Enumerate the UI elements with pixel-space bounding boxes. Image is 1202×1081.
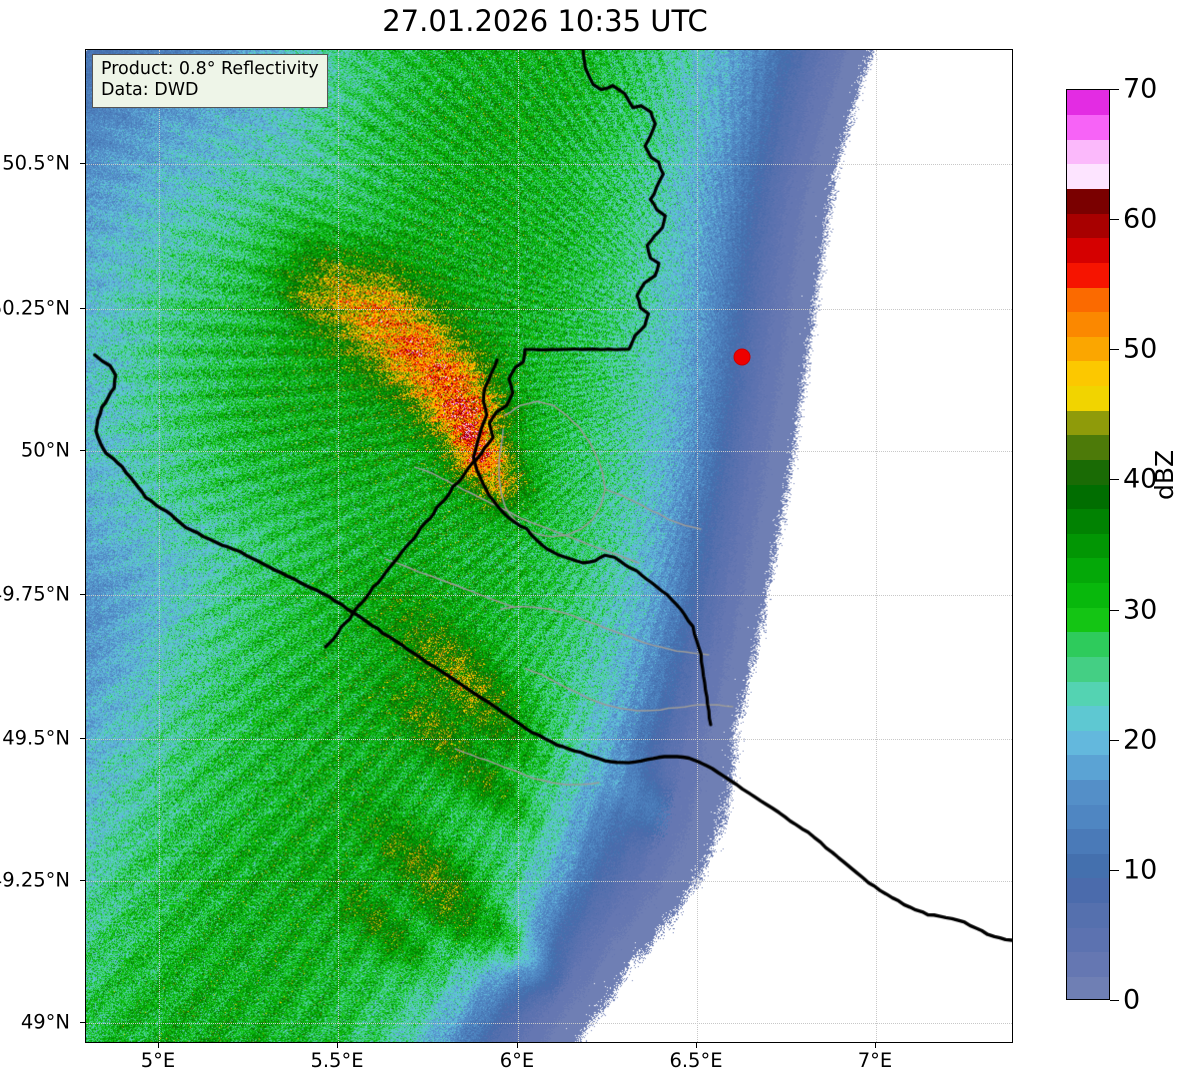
colorbar-band	[1067, 927, 1109, 953]
colorbar-band	[1067, 976, 1109, 999]
y-tick-mark	[80, 163, 85, 164]
x-tick-label: 5°E	[140, 1049, 176, 1072]
colorbar-band	[1067, 385, 1109, 411]
colorbar-tick-mark	[1110, 1000, 1119, 1001]
colorbar-tick-mark	[1110, 479, 1119, 481]
x-tick-mark	[696, 1043, 697, 1048]
colorbar-band	[1067, 114, 1109, 140]
colorbar-band	[1067, 336, 1109, 362]
x-tick-label: 7°E	[857, 1049, 893, 1072]
colorbar-band	[1067, 730, 1109, 756]
x-tick-mark	[517, 1043, 518, 1048]
x-tick-mark	[158, 1043, 159, 1048]
colorbar-band	[1067, 508, 1109, 534]
colorbar	[1066, 89, 1110, 1000]
colorbar-band	[1067, 286, 1109, 313]
colorbar-tick-label: 20	[1123, 724, 1158, 756]
y-tick-label: 50.5°N	[2, 151, 70, 175]
colorbar-band	[1067, 360, 1109, 387]
colorbar-band	[1067, 213, 1109, 239]
colorbar-band	[1067, 951, 1109, 977]
y-tick-mark	[80, 594, 85, 595]
page-title: 27.01.2026 10:35 UTC	[382, 4, 708, 38]
y-tick-mark	[80, 1022, 85, 1023]
x-tick-mark	[875, 1043, 876, 1048]
colorbar-tick-label: 60	[1123, 203, 1158, 235]
colorbar-band	[1067, 410, 1109, 436]
colorbar-tick-label: 50	[1123, 333, 1158, 365]
colorbar-band	[1067, 557, 1109, 584]
y-tick-mark	[80, 880, 85, 881]
product-info-line1: Product: 0.8° Reflectivity	[101, 59, 319, 79]
y-tick-label: 49.5°N	[2, 726, 70, 750]
colorbar-band	[1067, 656, 1109, 682]
colorbar-tick-label: 10	[1123, 854, 1158, 886]
colorbar-tick-label: 70	[1123, 73, 1158, 105]
colorbar-tick-mark	[1110, 349, 1119, 351]
colorbar-band	[1067, 607, 1109, 633]
colorbar-tick-label: 0	[1123, 984, 1141, 1016]
x-tick-label: 6.5°E	[669, 1049, 723, 1072]
colorbar-band	[1067, 631, 1109, 657]
colorbar-band	[1067, 188, 1109, 214]
map-borders-layer	[86, 50, 1012, 1042]
y-tick-label: 49.75°N	[0, 582, 70, 606]
colorbar-band	[1067, 853, 1109, 879]
colorbar-band	[1067, 483, 1109, 510]
colorbar-label: dBZ	[1150, 449, 1179, 500]
colorbar-tick-mark	[1110, 609, 1119, 611]
y-tick-mark	[80, 450, 85, 451]
colorbar-band	[1067, 139, 1109, 165]
colorbar-band	[1067, 533, 1109, 559]
product-info-line2: Data: DWD	[101, 80, 199, 101]
colorbar-tick-mark	[1110, 219, 1119, 221]
y-tick-label: 49°N	[20, 1010, 70, 1034]
colorbar-band	[1067, 90, 1109, 116]
colorbar-band	[1067, 434, 1109, 460]
colorbar-tick-mark	[1110, 89, 1119, 90]
colorbar-ticks: 70 60 50 40 30 20 10 0	[1066, 74, 1196, 1016]
colorbar-band	[1067, 804, 1109, 830]
colorbar-band	[1067, 877, 1109, 904]
colorbar-band	[1067, 582, 1109, 608]
colorbar-band	[1067, 828, 1109, 854]
colorbar-band	[1067, 754, 1109, 780]
colorbar-tick-mark	[1110, 739, 1119, 741]
y-axis-labels: 50.5°N 50.25°N 50°N 49.75°N 49.5°N 49.25…	[0, 0, 78, 1081]
colorbar-band	[1067, 459, 1109, 485]
x-tick-label: 6°E	[499, 1049, 535, 1072]
colorbar-band	[1067, 163, 1109, 190]
colorbar-tick-label: 30	[1123, 594, 1158, 626]
colorbar-band	[1067, 705, 1109, 731]
x-tick-label: 5.5°E	[310, 1049, 364, 1072]
y-tick-label: 50.25°N	[0, 296, 70, 320]
y-tick-mark	[80, 308, 85, 309]
colorbar-band	[1067, 237, 1109, 263]
product-info-box: Product: 0.8° Reflectivity Data: DWD	[92, 54, 328, 108]
colorbar-band	[1067, 902, 1109, 928]
colorbar-tick-label: 40	[1123, 463, 1158, 495]
y-tick-label: 49.25°N	[0, 868, 70, 892]
radar-site-marker[interactable]	[733, 348, 751, 366]
x-tick-mark	[337, 1043, 338, 1048]
colorbar-band	[1067, 311, 1109, 337]
colorbar-band	[1067, 779, 1109, 805]
y-tick-label: 50°N	[20, 438, 70, 462]
radar-map-axes[interactable]	[85, 49, 1013, 1043]
colorbar-band	[1067, 680, 1109, 707]
colorbar-band	[1067, 262, 1109, 288]
colorbar-tick-mark	[1110, 869, 1119, 871]
y-tick-mark	[80, 738, 85, 739]
